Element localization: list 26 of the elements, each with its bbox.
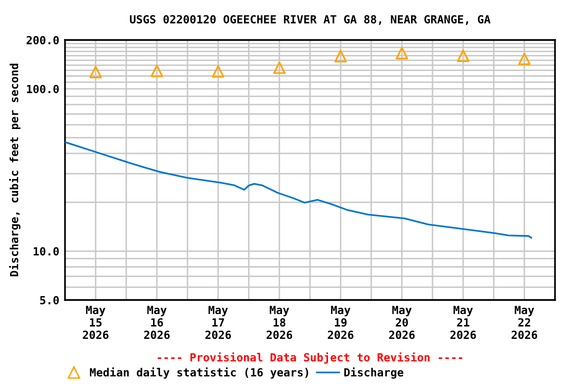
point	[150, 64, 164, 78]
x-tick-label: May 15 2026	[82, 306, 108, 340]
point	[396, 46, 408, 60]
point	[89, 66, 102, 78]
point	[456, 50, 470, 62]
y-tick-label: 100.0	[27, 84, 59, 94]
x-tick-label: May 16 2026	[144, 306, 170, 340]
x-tick-label: May 17 2026	[205, 306, 231, 340]
point	[334, 50, 347, 62]
chart-title: USGS 02200120 OGEECHEE RIVER AT GA 88, NEAR GRANGE, GA	[130, 15, 490, 25]
point	[273, 61, 286, 74]
point	[212, 65, 224, 78]
y-tick-label: 200.0	[26, 36, 59, 44]
line-series	[65, 141, 532, 239]
y-tick-label: 10.0	[34, 247, 59, 256]
x-tick-label: May 20 2026	[389, 306, 415, 340]
legend-label: Median daily statistic (16 years)	[90, 367, 308, 379]
y-axis-title: Discharge, cubic feet per second	[9, 64, 20, 276]
point	[518, 52, 531, 66]
x-tick-label: May 18 2026	[266, 306, 292, 340]
x-tick-label: May 19 2026	[328, 306, 354, 340]
x-tick-label: May 21 2026	[450, 306, 476, 340]
legend-label: Discharge	[344, 367, 404, 379]
x-tick-label: May 22 2026	[512, 306, 538, 340]
y-tick-label: 5.0	[40, 296, 59, 304]
text: ---- Provisional Data Subject to Revision ----	[158, 352, 462, 364]
